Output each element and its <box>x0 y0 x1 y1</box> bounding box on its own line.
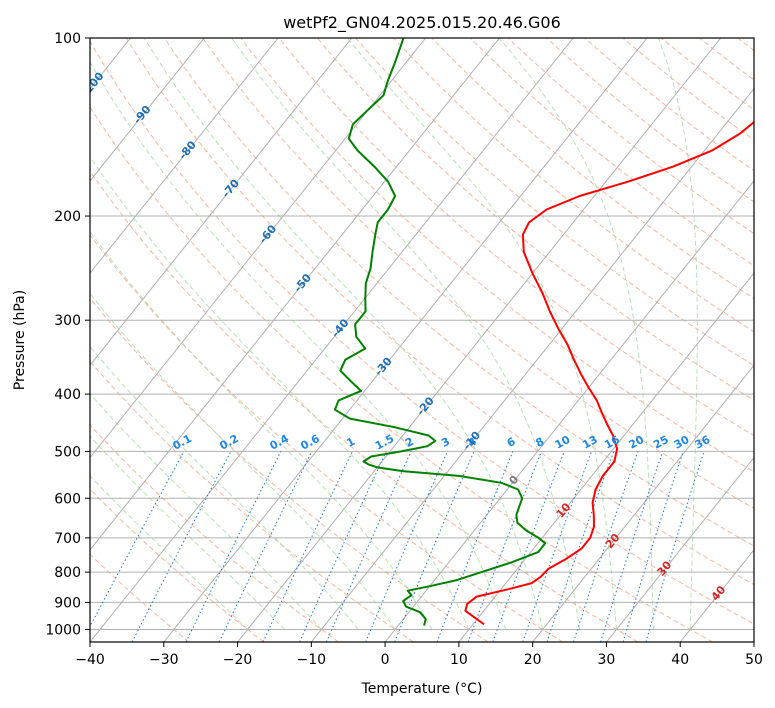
dry-adiabat-line <box>316 38 754 401</box>
dry-adiabat-line <box>90 170 639 642</box>
dewpoint-profile-line <box>333 38 547 626</box>
x-tick-label: −20 <box>223 652 253 668</box>
isotherm-line <box>237 38 722 642</box>
isotherm-line <box>90 38 574 642</box>
isotherm-line <box>90 38 205 182</box>
x-axis-title: Temperature (°C) <box>361 681 483 697</box>
x-tick-label: 0 <box>381 652 390 668</box>
moist-adiabat-line <box>231 38 581 630</box>
y-tick-label: 100 <box>54 31 81 47</box>
moist-adiabat-line <box>90 292 396 630</box>
moist-adiabat-line <box>143 38 544 630</box>
isotherm-line <box>310 87 754 642</box>
moist-adiabat-line <box>657 38 698 630</box>
isotherm-line <box>90 38 353 367</box>
mixing-ratio-line <box>600 451 664 642</box>
moist-adiabat-line <box>90 392 322 630</box>
sounding-profiles <box>333 38 754 626</box>
mixing-ratio-line <box>546 451 615 642</box>
mixing-ratio-line <box>522 451 593 642</box>
dry-adiabat-line <box>90 106 713 642</box>
mixing-ratio-line <box>436 451 514 642</box>
mixing-ratio-line <box>299 451 387 642</box>
y-tick-label: 1000 <box>45 622 81 638</box>
y-tick-label: 200 <box>54 209 81 225</box>
mixing-ratio-label: 16 <box>602 433 622 452</box>
x-tick-label: 30 <box>598 652 616 668</box>
mixing-ratio-label: 30 <box>672 433 692 452</box>
mixing-ratio-label: 36 <box>693 433 713 452</box>
moist-adiabat-line <box>498 38 654 630</box>
moist-adiabat-line <box>90 435 285 630</box>
mixing-ratio-line <box>622 451 684 642</box>
dry-adiabat-line <box>90 488 265 642</box>
chart-title: wetPf2_GN04.2025.015.20.46.G06 <box>283 13 561 33</box>
dry-adiabat-line <box>90 553 190 642</box>
mixing-ratio-label: 20 <box>627 433 647 452</box>
isotherm-line <box>384 180 754 642</box>
moist-adiabat-line <box>90 230 433 630</box>
moist-adiabat-line <box>90 345 359 630</box>
dry-adiabat-line <box>393 38 754 333</box>
x-tick-label: −10 <box>297 652 327 668</box>
isotherm-line <box>90 38 500 551</box>
mixing-ratio-label: 13 <box>580 433 600 452</box>
mixing-ratio-label: 25 <box>651 433 671 452</box>
y-tick-label: 500 <box>54 444 81 460</box>
isotherm-line <box>90 38 279 274</box>
x-tick-label: 10 <box>450 652 468 668</box>
mixing-ratio-line <box>365 451 448 642</box>
y-tick-label: 800 <box>54 565 81 581</box>
y-tick-label: 300 <box>54 313 81 329</box>
temperature-profile-line <box>464 120 754 626</box>
x-tick-label: −40 <box>75 652 105 668</box>
mixing-ratio-line <box>394 451 475 642</box>
dry-adiabat-line <box>90 40 754 625</box>
isotherm-line <box>532 364 754 642</box>
mixing-ratio-line <box>185 451 282 642</box>
dry-adiabat-line <box>90 424 339 642</box>
y-axis-title: Pressure (hPa) <box>12 290 28 390</box>
y-tick-label: 900 <box>54 595 81 611</box>
dry-adiabat-line <box>431 38 754 300</box>
isotherm-line <box>458 272 754 642</box>
dry-adiabat-line <box>90 297 489 642</box>
y-tick-label: 600 <box>54 491 81 507</box>
isotherm-line <box>163 38 648 642</box>
x-tick-label: 20 <box>524 652 542 668</box>
axes: −40 −30 −20 −10 0 10 20 30 40 50 1000 900 800 700 600 5… <box>45 31 763 668</box>
dry-adiabat-line <box>202 38 754 509</box>
mixing-ratio-line <box>90 451 185 628</box>
x-tick-label: 50 <box>745 652 763 668</box>
dry-adiabat-line <box>278 38 754 437</box>
moist-adiabat-line <box>90 61 507 630</box>
plot-frame <box>89 37 755 643</box>
moist-adiabat-line <box>346 38 617 630</box>
mixing-ratio-line <box>325 451 412 642</box>
isotherm-line <box>90 38 427 459</box>
x-tick-label: 40 <box>671 652 689 668</box>
grid-layer <box>90 38 754 642</box>
mixing-ratio-label: 10 <box>553 433 573 452</box>
x-tick-label: −30 <box>149 652 179 668</box>
mixing-ratio-line <box>645 451 705 642</box>
mixing-ratio-line <box>573 451 639 642</box>
mixing-ratio-line <box>492 451 565 642</box>
y-tick-label: 700 <box>54 531 81 547</box>
y-tick-label: 400 <box>54 387 81 403</box>
isotherm-line <box>606 456 754 642</box>
